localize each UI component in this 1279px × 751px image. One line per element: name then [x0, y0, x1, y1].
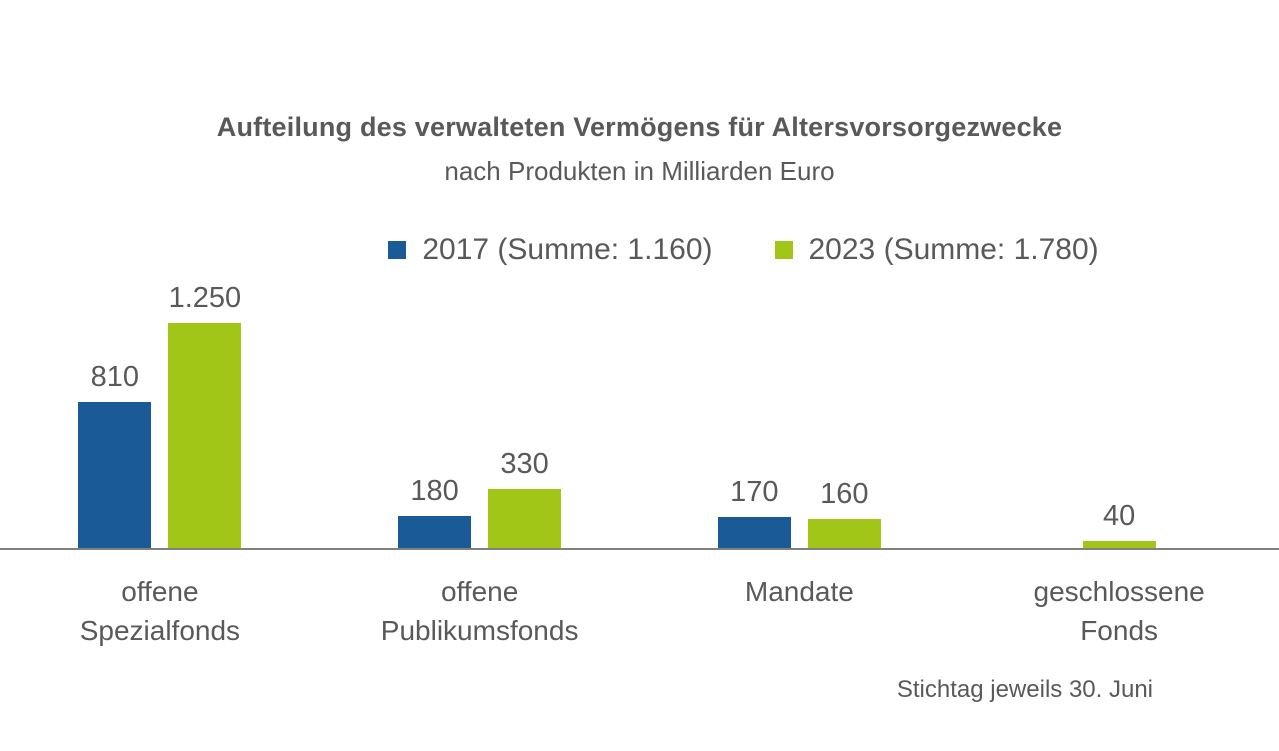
bar-group-2: 180 330	[320, 448, 640, 548]
bar-rect	[78, 402, 152, 548]
bar-group-4: 40	[959, 500, 1279, 548]
bar-rect	[168, 323, 242, 548]
bar-group-3: 170 160	[640, 476, 960, 548]
bar-value-label: 810	[90, 361, 140, 393]
category-label-4: geschlossene Fonds	[1033, 576, 1205, 647]
category-label-2: offene Publikumsfonds	[380, 576, 579, 647]
bar-2023-4: 40	[1082, 500, 1156, 548]
category-label-3: Mandate	[744, 576, 854, 607]
bar-group-1: 810 1.250	[0, 282, 320, 548]
bar-2023-2: 330	[488, 448, 562, 548]
bar-value-label: 160	[820, 478, 869, 510]
bar-value-label: 180	[410, 475, 459, 507]
bar-value-label: 40	[1102, 500, 1136, 532]
bar-rect	[1082, 541, 1156, 548]
plot-area: 810 1.250 180 330 170 160 40	[0, 282, 1279, 548]
chart-title: Aufteilung des verwalteten Vermögens für…	[216, 112, 1063, 142]
legend-swatch-2017	[388, 241, 407, 259]
category-axis-labels: offene Spezialfonds offene Publikumsfonds…	[0, 572, 1279, 650]
legend-swatch-2023	[774, 241, 793, 259]
bar-2017-1: 810	[78, 361, 152, 548]
chart-legend: 2017 (Summe: 1.160) 2023 (Summe: 1.780)	[104, 233, 1279, 267]
bar-value-label: 1.250	[168, 282, 242, 314]
bar-2017-3: 170	[717, 476, 791, 548]
bar-2023-3: 160	[807, 478, 881, 548]
bar-rect	[488, 489, 562, 548]
x-axis-line	[0, 548, 1279, 550]
bar-rect	[717, 517, 791, 548]
bar-2017-2: 180	[398, 475, 472, 548]
legend-label-2023: 2023 (Summe: 1.780)	[808, 233, 1099, 266]
chart-footnote: Stichtag jeweils 30. Juni	[896, 676, 1153, 703]
category-label-1: offene Spezialfonds	[79, 576, 241, 647]
legend-label-2017: 2017 (Summe: 1.160)	[422, 233, 713, 266]
chart-subtitle: nach Produkten in Milliarden Euro	[444, 156, 835, 186]
bar-value-label: 330	[500, 448, 549, 480]
bar-2023-1: 1.250	[168, 282, 242, 548]
legend-item-2023: 2023 (Summe: 1.780)	[774, 233, 1099, 267]
legend-item-2017: 2017 (Summe: 1.160)	[388, 233, 713, 267]
bar-rect	[398, 516, 472, 548]
bar-rect	[807, 519, 881, 548]
bar-value-label: 170	[730, 476, 779, 508]
